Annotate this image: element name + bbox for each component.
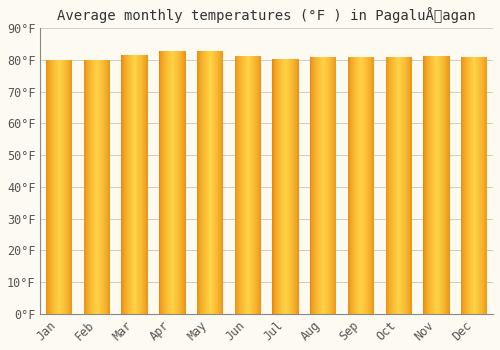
Title: Average monthly temperatures (°F ) in PagaluÅagan: Average monthly temperatures (°F ) in Pa… <box>58 7 476 23</box>
